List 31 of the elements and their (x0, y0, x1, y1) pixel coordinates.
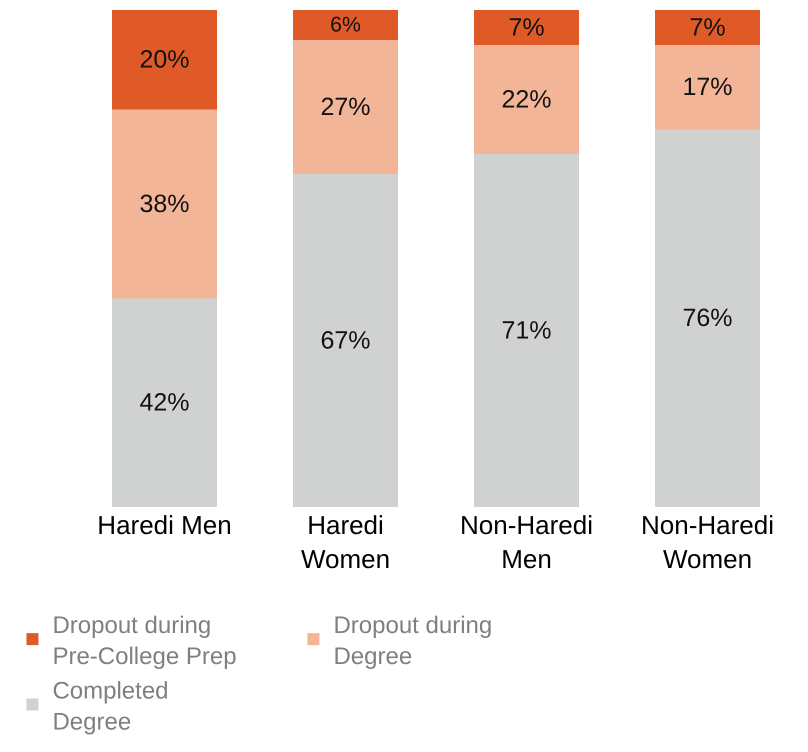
bar (474, 44, 579, 154)
x-tick-label: Haredi Women (300, 510, 390, 574)
bar (293, 10, 398, 40)
data-label: 7% (508, 13, 545, 42)
data-label: 6% (330, 12, 361, 37)
bar (474, 154, 579, 507)
data-label: 20% (139, 46, 190, 74)
data-label: 71% (501, 316, 552, 345)
data-label: 22% (501, 85, 552, 114)
bar (474, 10, 579, 45)
data-label: 67% (320, 326, 371, 355)
data-label: 17% (682, 73, 733, 102)
bar (655, 10, 760, 45)
bar (293, 40, 398, 174)
data-label: 27% (320, 92, 371, 121)
bar (112, 109, 217, 298)
x-tick-label: Haredi Men (97, 510, 232, 540)
bar (655, 129, 760, 507)
legend-label: Dropout during Degree (333, 612, 492, 670)
bar (112, 298, 217, 507)
data-label: 76% (682, 304, 733, 332)
legend-label: Dropout during Pre-College Prep (52, 612, 237, 670)
data-label: 38% (139, 190, 190, 218)
data-label: 7% (689, 13, 726, 42)
bar (112, 10, 217, 110)
x-tick-label: Non-Haredi Women (641, 510, 774, 574)
x-tick-label: Non-Haredi Men (460, 510, 593, 574)
bar (293, 174, 398, 507)
legend-label: Completed Degree (52, 677, 169, 736)
data-label: 42% (139, 388, 190, 417)
bar (655, 44, 760, 130)
